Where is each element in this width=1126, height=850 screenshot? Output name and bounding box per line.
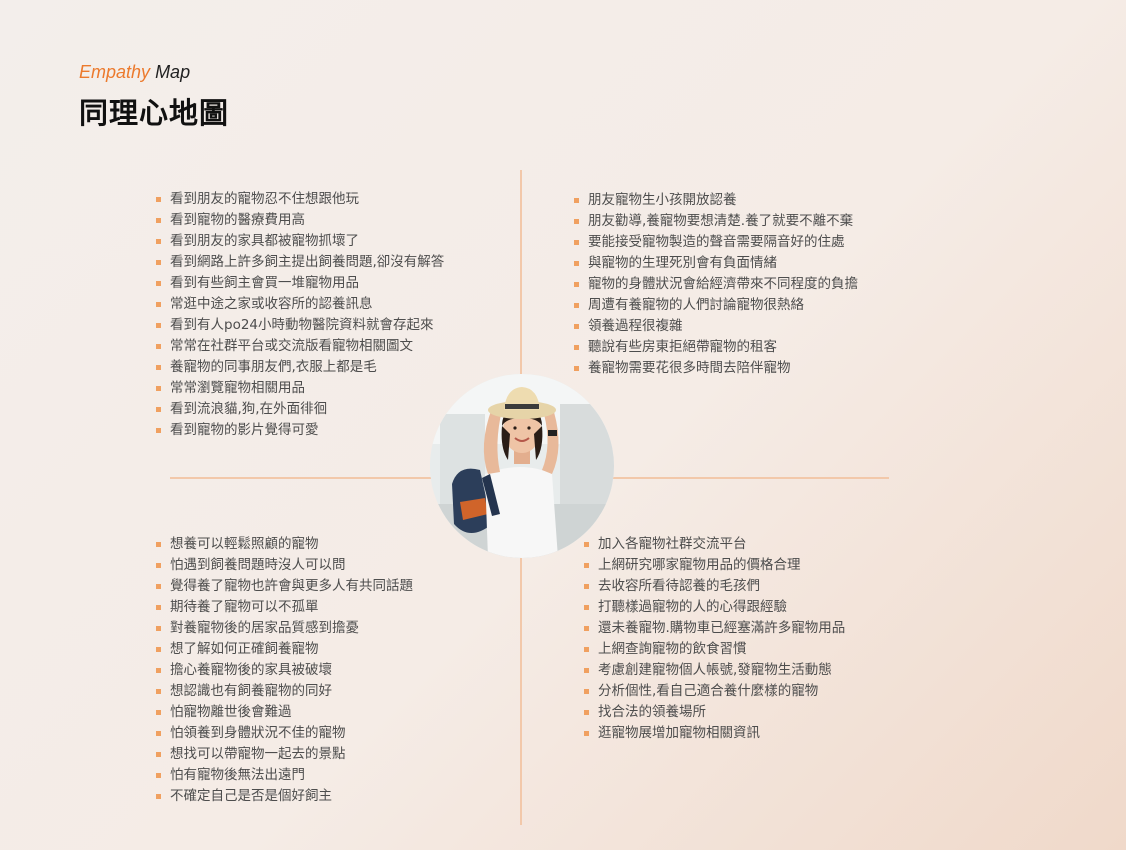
list-item: 怕寵物離世後會難過 bbox=[156, 702, 413, 723]
list-item: 想了解如何正確飼養寵物 bbox=[156, 639, 413, 660]
subtitle-rest: Map bbox=[155, 62, 190, 82]
list-item: 朋友寵物生小孩開放認養 bbox=[574, 190, 858, 211]
list-item: 不確定自己是否是個好飼主 bbox=[156, 786, 413, 807]
list-item: 擔心養寵物後的家具被破壞 bbox=[156, 660, 413, 681]
horizontal-divider-left bbox=[170, 477, 432, 479]
list-item: 要能接受寵物製造的聲音需要隔音好的住處 bbox=[574, 232, 858, 253]
list-item: 逛寵物展增加寵物相關資訊 bbox=[584, 723, 845, 744]
list-item: 看到有人po24小時動物醫院資料就會存起來 bbox=[156, 315, 444, 336]
quadrant-think-feel: 想養可以輕鬆照顧的寵物 怕遇到飼養問題時沒人可以問 覺得養了寵物也許會與更多人有共同… bbox=[156, 534, 413, 807]
list-item: 常逛中途之家或收容所的認養訊息 bbox=[156, 294, 444, 315]
list-item: 還未養寵物.購物車已經塞滿許多寵物用品 bbox=[584, 618, 845, 639]
list-item: 看到流浪貓,狗,在外面徘徊 bbox=[156, 399, 444, 420]
list-item: 上網研究哪家寵物用品的價格合理 bbox=[584, 555, 845, 576]
list-item: 寵物的身體狀況會給經濟帶來不同程度的負擔 bbox=[574, 274, 858, 295]
list-item: 想認識也有飼養寵物的同好 bbox=[156, 681, 413, 702]
list-item: 怕有寵物後無法出遠門 bbox=[156, 765, 413, 786]
list-item: 期待養了寵物可以不孤單 bbox=[156, 597, 413, 618]
list-item: 怕遇到飼養問題時沒人可以問 bbox=[156, 555, 413, 576]
list-item: 養寵物的同事朋友們,衣服上都是毛 bbox=[156, 357, 444, 378]
page-title: 同理心地圖 bbox=[79, 90, 229, 132]
map-subtitle: Empathy Map bbox=[79, 62, 190, 83]
quadrant-see: 看到朋友的寵物忍不住想跟他玩 看到寵物的醫療費用高 看到朋友的家具都被寵物抓壞了 看到… bbox=[156, 189, 444, 441]
list-item: 領養過程很複雜 bbox=[574, 316, 858, 337]
list-item: 常常在社群平台或交流版看寵物相關圖文 bbox=[156, 336, 444, 357]
list-item: 去收容所看待認養的毛孩們 bbox=[584, 576, 845, 597]
list-item: 看到有些飼主會買一堆寵物用品 bbox=[156, 273, 444, 294]
list-item: 考慮創建寵物個人帳號,發寵物生活動態 bbox=[584, 660, 845, 681]
list-item: 聽說有些房東拒絕帶寵物的租客 bbox=[574, 337, 858, 358]
list-item: 找合法的領養場所 bbox=[584, 702, 845, 723]
list-item: 覺得養了寵物也許會與更多人有共同話題 bbox=[156, 576, 413, 597]
list-item: 加入各寵物社群交流平台 bbox=[584, 534, 845, 555]
quadrant-say-do: 加入各寵物社群交流平台 上網研究哪家寵物用品的價格合理 去收容所看待認養的毛孩們 打聽… bbox=[584, 534, 845, 744]
list-item: 看到寵物的醫療費用高 bbox=[156, 210, 444, 231]
list-item: 怕領養到身體狀況不佳的寵物 bbox=[156, 723, 413, 744]
list-item: 打聽樣過寵物的人的心得跟經驗 bbox=[584, 597, 845, 618]
list-item: 看到網路上許多飼主提出飼養問題,卻沒有解答 bbox=[156, 252, 444, 273]
list-item: 周遭有養寵物的人們討論寵物很熱絡 bbox=[574, 295, 858, 316]
horizontal-divider-right bbox=[612, 477, 889, 479]
list-item: 上網查詢寵物的飲食習慣 bbox=[584, 639, 845, 660]
list-item: 朋友勸導,養寵物要想清楚.養了就要不離不棄 bbox=[574, 211, 858, 232]
list-item: 與寵物的生理死別會有負面情緒 bbox=[574, 253, 858, 274]
persona-portrait-icon bbox=[430, 374, 614, 558]
list-item: 養寵物需要花很多時間去陪伴寵物 bbox=[574, 358, 858, 379]
quadrant-hear: 朋友寵物生小孩開放認養 朋友勸導,養寵物要想清楚.養了就要不離不棄 要能接受寵物製造… bbox=[574, 190, 858, 379]
list-item: 想養可以輕鬆照顧的寵物 bbox=[156, 534, 413, 555]
list-item: 看到朋友的家具都被寵物抓壞了 bbox=[156, 231, 444, 252]
list-item: 想找可以帶寵物一起去的景點 bbox=[156, 744, 413, 765]
list-item: 對養寵物後的居家品質感到擔憂 bbox=[156, 618, 413, 639]
persona-photo bbox=[430, 374, 614, 558]
list-item: 看到朋友的寵物忍不住想跟他玩 bbox=[156, 189, 444, 210]
list-item: 常常瀏覽寵物相關用品 bbox=[156, 378, 444, 399]
subtitle-accent: Empathy bbox=[79, 62, 150, 82]
list-item: 看到寵物的影片覺得可愛 bbox=[156, 420, 444, 441]
list-item: 分析個性,看自己適合養什麼樣的寵物 bbox=[584, 681, 845, 702]
